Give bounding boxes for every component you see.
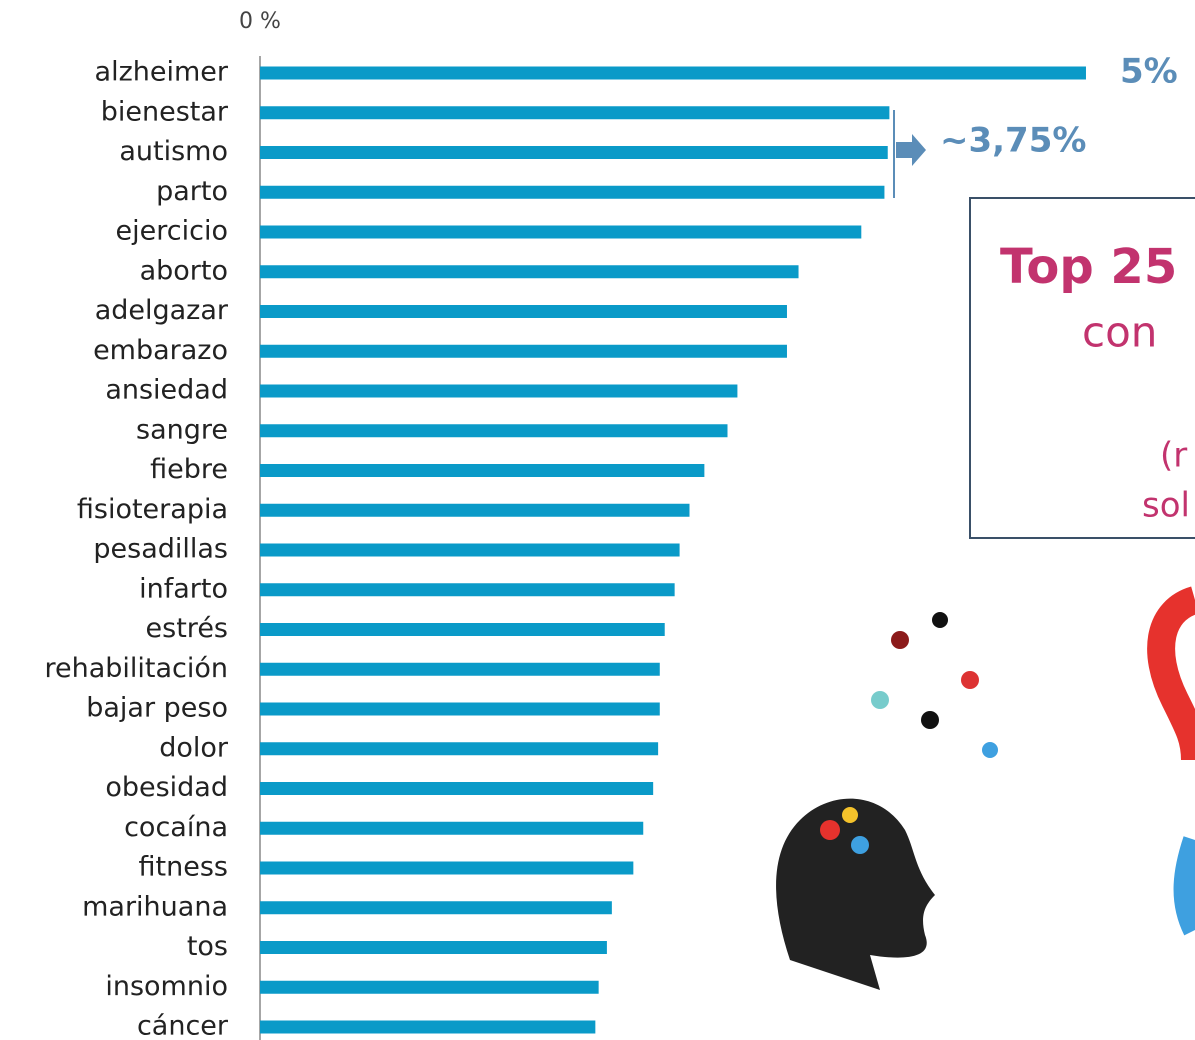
y-tick-label: rehabilitación	[44, 653, 228, 684]
y-tick-label: dolor	[159, 732, 229, 763]
bar	[260, 305, 787, 318]
y-tick-label: cocaína	[124, 812, 228, 843]
bar	[260, 782, 654, 795]
bar	[260, 742, 659, 756]
bar	[260, 146, 888, 159]
annotation: ~3,75%	[940, 121, 1086, 161]
box-text: (r	[1160, 436, 1187, 476]
y-tick-label: cáncer	[137, 1011, 229, 1040]
bar	[260, 1020, 596, 1034]
bar	[260, 702, 660, 716]
y-tick-label: adelgazar	[95, 295, 229, 326]
bar	[260, 66, 1086, 80]
y-tick-label: obesidad	[105, 772, 228, 803]
bar	[260, 344, 787, 358]
y-tick-label: tos	[187, 931, 228, 962]
y-tick-label: bienestar	[101, 96, 229, 127]
arrow	[896, 134, 926, 166]
y-tick-label: insomnio	[105, 971, 228, 1002]
y-tick-label: infarto	[139, 573, 228, 604]
bar	[260, 185, 885, 199]
bar	[260, 821, 644, 835]
bar	[260, 464, 705, 477]
bar	[260, 265, 799, 279]
bar	[260, 424, 728, 438]
bar	[260, 941, 607, 954]
y-tick-label: aborto	[140, 255, 228, 286]
bar	[260, 106, 890, 120]
bar	[260, 861, 634, 875]
y-tick-label: sangre	[136, 414, 228, 445]
y-tick-label: autismo	[119, 136, 228, 167]
bar	[260, 583, 675, 597]
box-title: Top 25	[1000, 239, 1177, 295]
bar	[260, 980, 599, 994]
y-tick-label: ejercicio	[116, 216, 228, 247]
y-tick-label: embarazo	[93, 335, 228, 366]
y-tick-label: estrés	[146, 613, 228, 644]
box-text: sol	[1142, 486, 1190, 526]
y-tick-label: parto	[156, 176, 228, 207]
y-tick-label: ansiedad	[105, 375, 228, 406]
bar	[260, 384, 738, 398]
y-tick-label: pesadillas	[93, 534, 228, 565]
bar	[260, 901, 612, 915]
alzheimer-illustration	[776, 612, 998, 990]
bar	[260, 503, 690, 517]
autism-ribbon	[1147, 586, 1195, 936]
y-tick-label: alzheimer	[95, 57, 229, 88]
y-tick-label: marihuana	[82, 891, 228, 922]
bar	[260, 623, 665, 636]
value-label: 5%	[1120, 52, 1178, 92]
bar	[260, 662, 660, 676]
text-box	[969, 197, 1195, 539]
y-tick-label: fitness	[139, 852, 228, 883]
bar	[260, 543, 680, 557]
y-tick-label: fisioterapia	[77, 494, 228, 525]
x-tick-label: 0 %	[239, 9, 281, 34]
box-text: con	[1082, 308, 1157, 357]
y-tick-label: fiebre	[150, 454, 228, 485]
bar	[260, 225, 862, 239]
y-tick-label: bajar peso	[86, 693, 228, 724]
